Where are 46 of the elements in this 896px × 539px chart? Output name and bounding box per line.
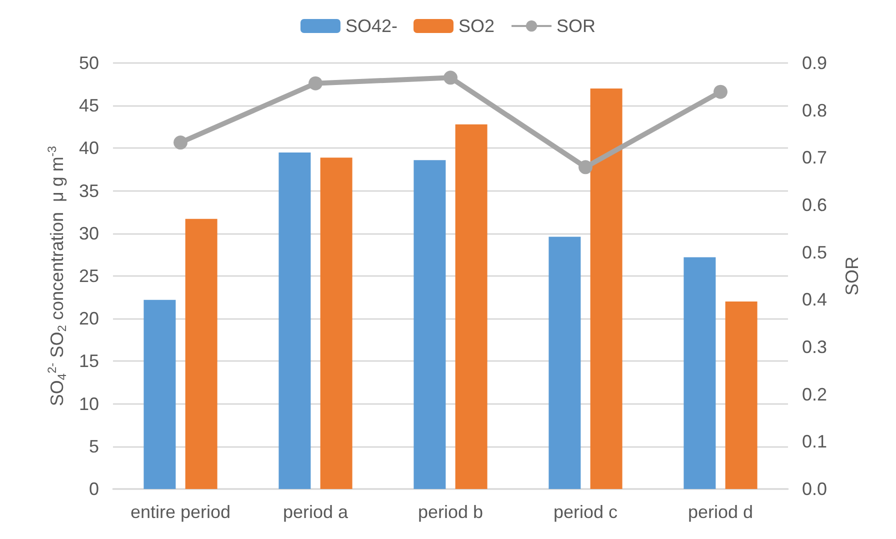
bar (185, 218, 218, 489)
bar (725, 302, 758, 489)
bar (455, 124, 488, 489)
point (174, 136, 188, 150)
legend-label: SO42- (345, 16, 398, 36)
x-tick-label: period b (418, 502, 484, 522)
bar (144, 300, 176, 489)
y2-axis-title: SOR (842, 256, 862, 296)
y-tick-label: 50 (78, 53, 99, 73)
y2-tick-label: 0.3 (802, 337, 828, 357)
y-tick-label: 10 (78, 394, 99, 414)
y-tick-label: 5 (88, 436, 99, 456)
y-tick-label: 30 (78, 223, 99, 244)
bar (320, 158, 352, 489)
x-tick-label: entire period (130, 502, 231, 522)
y2-tick-label: 0.9 (802, 53, 828, 73)
bar (590, 88, 622, 489)
y-tick-label: 45 (78, 96, 99, 116)
y2-tick-label: 0.2 (802, 384, 828, 404)
x-tick-label: period d (688, 502, 754, 522)
y2-tick-label: 0.4 (802, 290, 828, 310)
y2-tick-label: 0.8 (802, 100, 828, 120)
y-tick-label: 15 (78, 351, 99, 372)
y-tick-label: 35 (78, 180, 99, 201)
point (444, 70, 458, 85)
y-tick-label: 25 (78, 266, 99, 286)
point (714, 84, 728, 99)
bar (414, 160, 446, 489)
bar (278, 152, 311, 489)
y2-tick-label: 0.5 (802, 242, 828, 262)
y2-tick-label: 0.6 (802, 195, 828, 215)
legend-label: SOR (556, 16, 596, 36)
x-tick-label: period c (553, 502, 618, 522)
y-tick-label: 40 (78, 138, 99, 158)
y2-tick-label: 0.7 (802, 148, 828, 168)
y2-tick-label: 0.0 (802, 479, 828, 499)
y-tick-label: 20 (78, 308, 99, 329)
point (578, 160, 592, 174)
y-tick-label: 0 (88, 479, 99, 499)
bar (684, 257, 716, 489)
y2-tick-label: 0.1 (802, 432, 828, 452)
y-axis-title: SO42- SO2 concentration μ g m-3 (45, 146, 69, 406)
point (308, 76, 322, 90)
bar (548, 236, 581, 489)
legend-label: SO2 (458, 16, 495, 36)
x-tick-label: period a (282, 502, 350, 522)
